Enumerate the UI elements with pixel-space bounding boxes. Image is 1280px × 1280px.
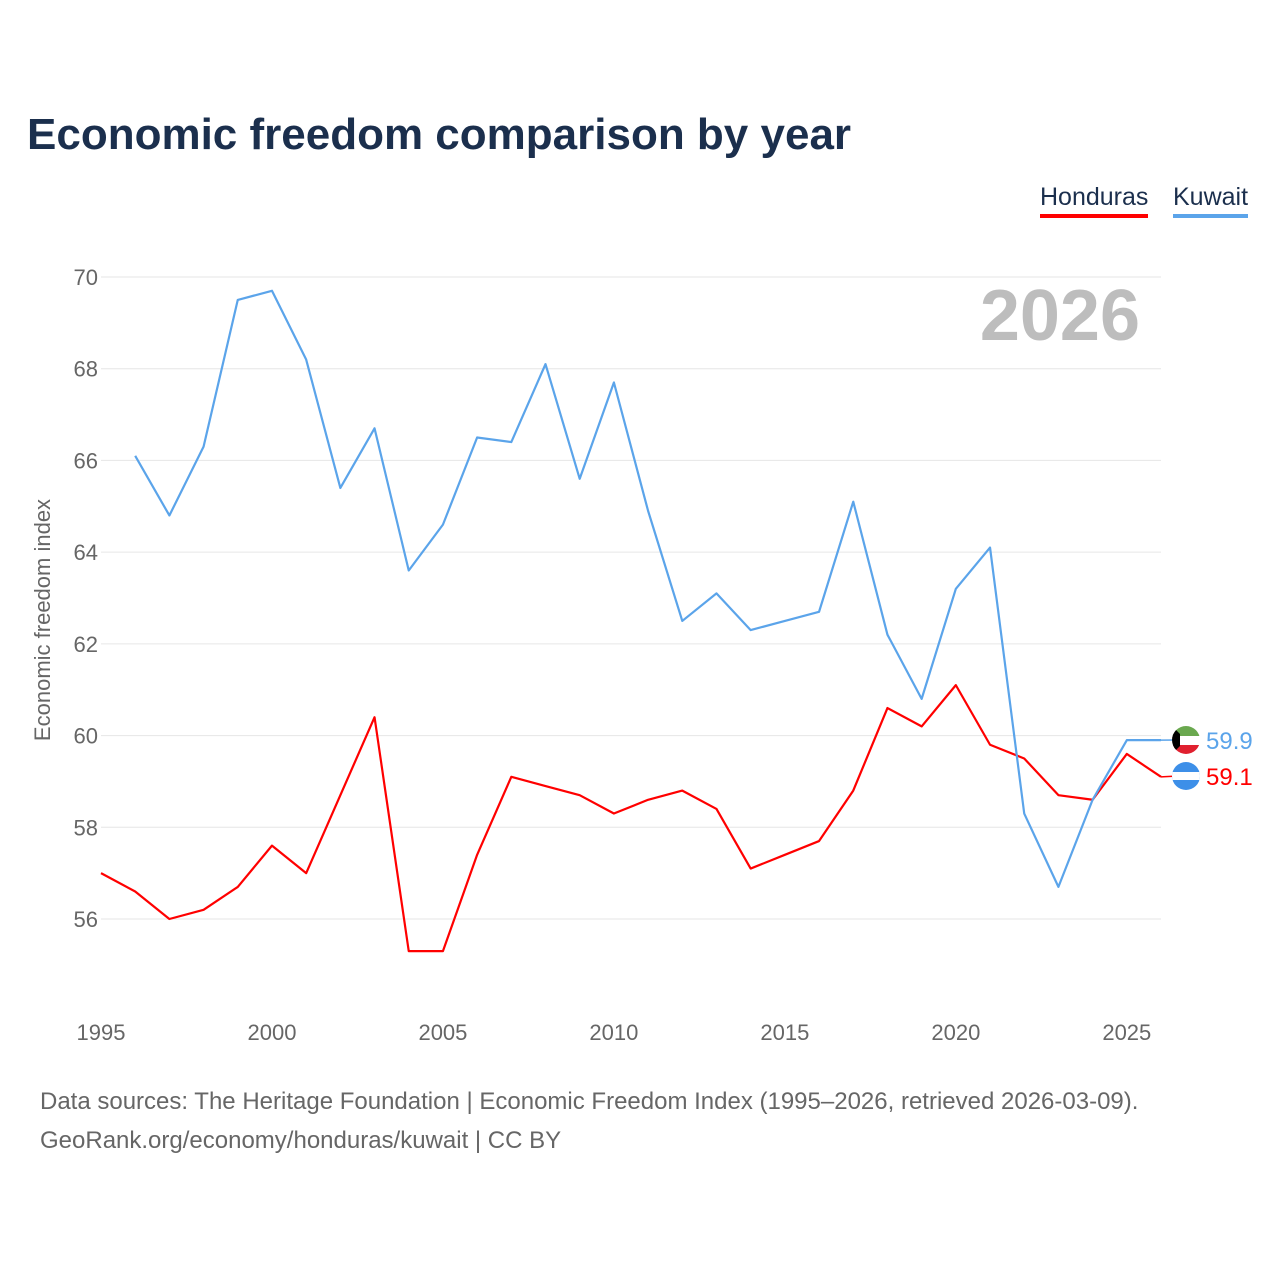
- legend-kuwait[interactable]: Kuwait: [1173, 183, 1249, 218]
- source-note: Data sources: The Heritage Foundation | …: [40, 1088, 1139, 1115]
- source-url: GeoRank.org/economy/honduras/kuwait | CC…: [40, 1127, 562, 1154]
- y-tick-label: 66: [74, 448, 98, 473]
- end-value-label-honduras: 59.1: [1206, 764, 1253, 791]
- series-line-honduras: [100, 684, 1162, 953]
- y-tick-label: 62: [74, 632, 98, 657]
- y-axis-label: Economic freedom index: [30, 499, 55, 741]
- y-tick-label: 68: [74, 357, 98, 382]
- honduras-flag-icon: [1172, 762, 1200, 790]
- series-line-kuwait: [134, 289, 1161, 889]
- legend-honduras[interactable]: Honduras: [1040, 183, 1149, 218]
- end-value-label-kuwait: 59.9: [1206, 728, 1253, 755]
- x-tick-label: 2015: [760, 1020, 809, 1045]
- kuwait-flag-icon: [1172, 726, 1200, 754]
- x-tick-label: 1995: [77, 1020, 126, 1045]
- y-tick-label: 64: [74, 540, 98, 565]
- x-tick-label: 2000: [247, 1020, 296, 1045]
- year-watermark: 2026: [980, 276, 1140, 356]
- x-tick-label: 2020: [931, 1020, 980, 1045]
- x-tick-label: 2025: [1102, 1020, 1151, 1045]
- y-tick-label: 58: [74, 815, 98, 840]
- y-tick-label: 56: [74, 907, 98, 932]
- x-tick-label: 2005: [418, 1020, 467, 1045]
- y-tick-label: 70: [74, 265, 98, 290]
- x-tick-label: 2010: [589, 1020, 638, 1045]
- y-tick-label: 60: [74, 724, 98, 749]
- chart-title: Economic freedom comparison by year: [27, 110, 852, 159]
